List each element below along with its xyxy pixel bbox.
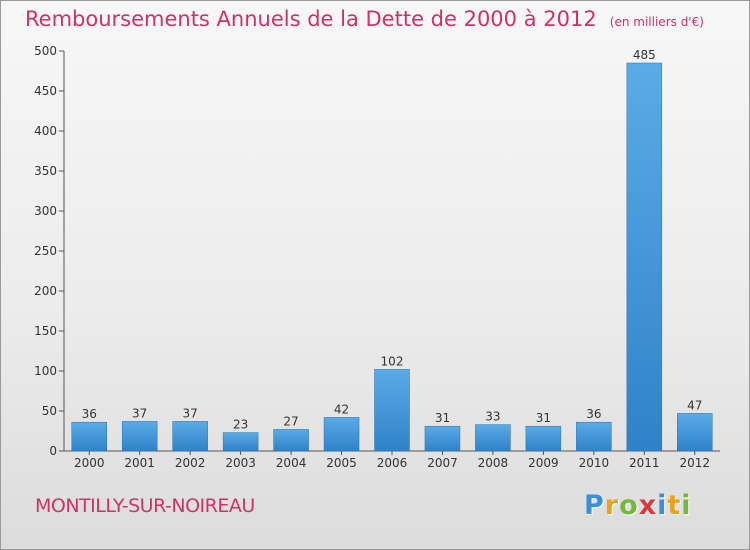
data-label: 42: [334, 402, 349, 416]
bar: [475, 424, 511, 452]
logo-letter: t: [667, 490, 682, 521]
x-tick-label: 2008: [478, 456, 509, 470]
x-tick-label: 2005: [326, 456, 357, 470]
data-label: 36: [82, 407, 97, 421]
logo-letter: i: [657, 490, 668, 521]
chart-title: Remboursements Annuels de la Dette de 20…: [25, 7, 597, 31]
y-tick-label: 350: [34, 164, 57, 178]
data-label: 27: [283, 414, 298, 428]
data-label: 23: [233, 418, 248, 432]
bar: [576, 421, 612, 452]
logo-letter: x: [638, 490, 658, 521]
y-tick-label: 400: [34, 124, 57, 138]
bar: [424, 425, 461, 452]
bar: [273, 429, 309, 452]
bars: [71, 62, 713, 452]
y-tick-label: 150: [34, 324, 57, 338]
x-tick-label: 2012: [679, 456, 710, 470]
data-label: 102: [381, 354, 404, 368]
commune-name: MONTILLY-SUR-NOIREAU: [35, 495, 255, 517]
logo-letter: o: [619, 490, 639, 521]
y-tick-label: 450: [34, 84, 57, 98]
data-label: 31: [435, 411, 450, 425]
y-tick-label: 500: [34, 44, 57, 58]
data-label: 36: [586, 407, 601, 421]
x-tick-label: 2007: [427, 456, 458, 470]
x-tick-label: 2004: [276, 456, 307, 470]
bar: [222, 432, 259, 452]
bar: [172, 421, 208, 452]
y-tick-label: 100: [34, 364, 57, 378]
x-tick-label: 2003: [225, 456, 256, 470]
y-tick-label: 0: [49, 444, 57, 458]
chart-unit: (en milliers d'€): [609, 15, 704, 29]
bar: [626, 62, 663, 452]
x-tick-label: 2011: [629, 456, 660, 470]
x-tick-label: 2001: [124, 456, 155, 470]
data-label: 485: [633, 48, 656, 62]
x-tick-label: 2010: [579, 456, 610, 470]
logo-letter: i: [681, 490, 692, 521]
bar: [525, 425, 562, 452]
data-label: 47: [687, 398, 702, 412]
axes: 0 50 100 150 200 250 300 350 400 450 500 2000 2001 20…: [34, 44, 720, 470]
data-labels: 36 37 37 23 27 42 102 31 33 31 36 485 47: [82, 48, 703, 432]
logo-letter: P: [584, 490, 605, 521]
data-label: 37: [132, 406, 147, 420]
data-label: 33: [485, 410, 500, 424]
title-row: Remboursements Annuels de la Dette de 20…: [25, 7, 704, 31]
bar: [323, 417, 360, 452]
data-label: 31: [536, 411, 551, 425]
bar: [374, 369, 410, 452]
logo-letter: r: [604, 490, 620, 521]
bar: [71, 421, 107, 452]
y-tick-label: 300: [34, 204, 57, 218]
x-tick-label: 2000: [74, 456, 105, 470]
y-tick-label: 50: [42, 404, 57, 418]
x-tick-label: 2006: [377, 456, 408, 470]
bar: [121, 421, 158, 452]
data-label: 37: [183, 406, 198, 420]
bar: [677, 413, 713, 452]
y-tick-label: 250: [34, 244, 57, 258]
y-tick-label: 200: [34, 284, 57, 298]
x-tick-label: 2009: [528, 456, 559, 470]
x-tick-label: 2002: [175, 456, 206, 470]
proxiti-logo: Proxiti: [584, 490, 692, 521]
